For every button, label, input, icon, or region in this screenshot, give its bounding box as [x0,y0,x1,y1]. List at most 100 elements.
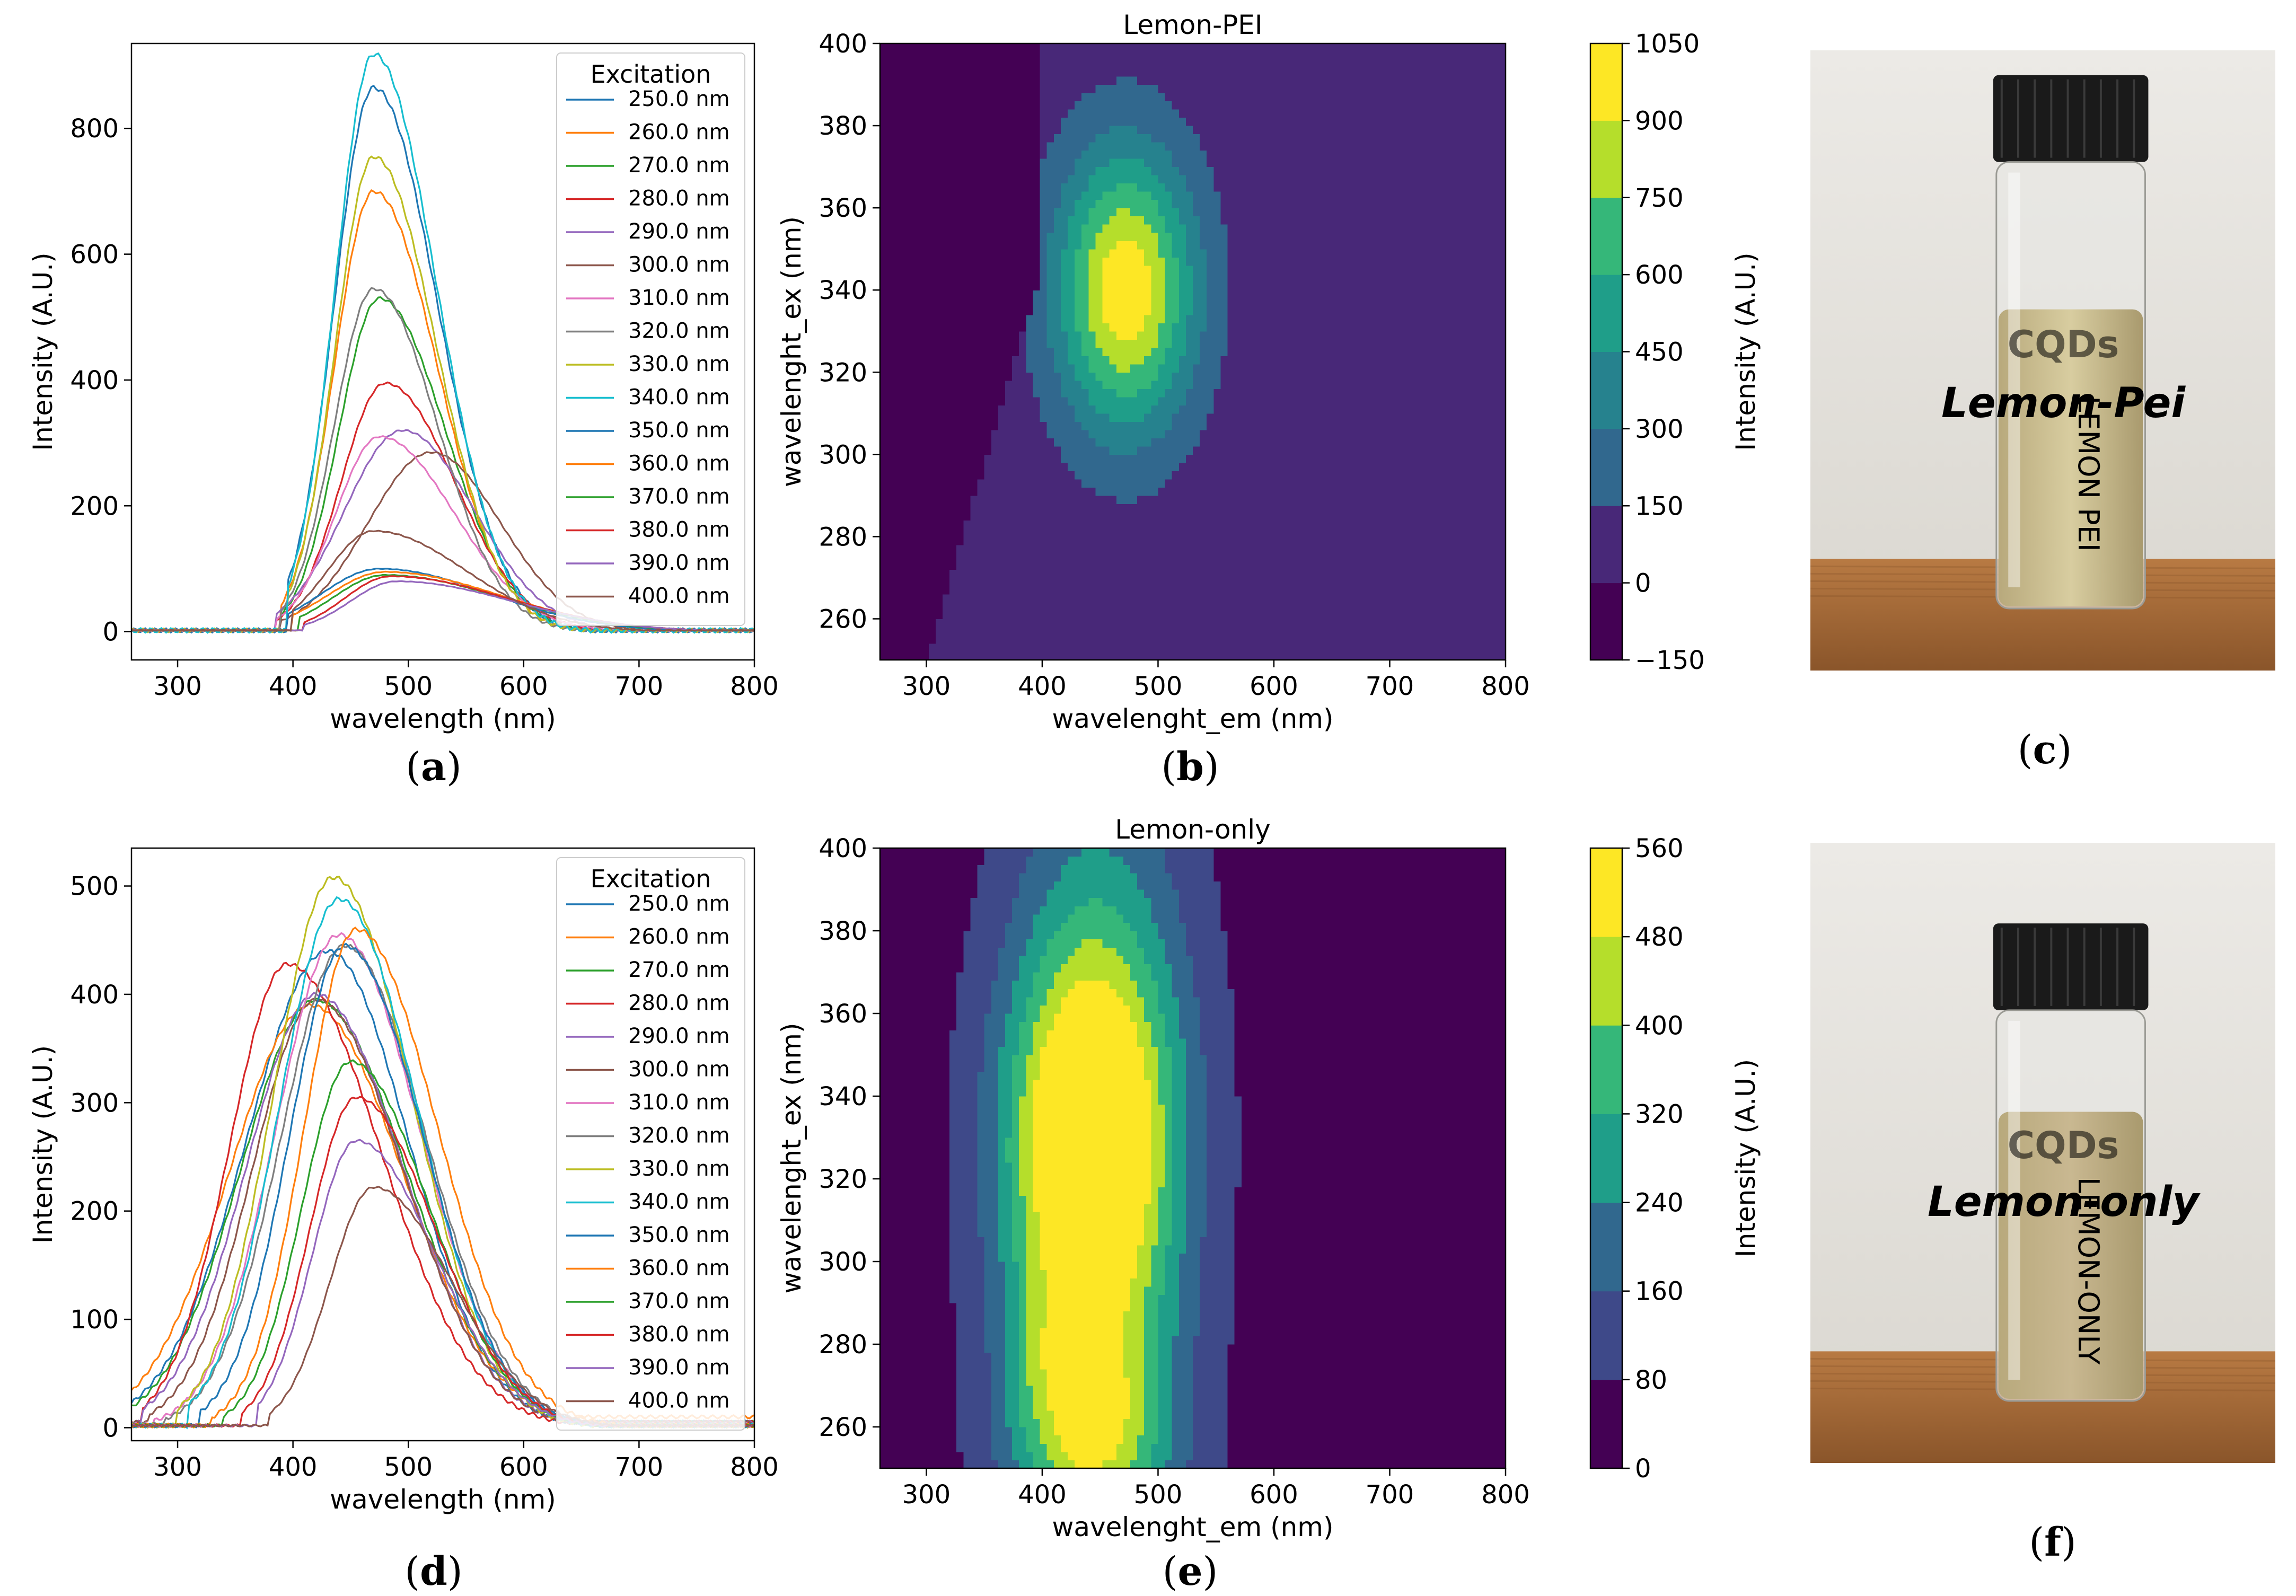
heatmap-cell [977,380,985,389]
heatmap-cell [1401,224,1409,233]
heatmap-cell [880,446,887,455]
heatmap-cell [1005,298,1013,307]
heatmap-cell [1213,306,1221,315]
heatmap-cell [1255,651,1263,660]
heatmap-cell [1401,216,1409,225]
heatmap-cell [1283,504,1291,513]
heatmap-cell [928,495,936,504]
heatmap-cell [1123,396,1131,405]
heatmap-cell [943,454,950,463]
heatmap-cell [1151,257,1158,266]
heatmap-cell [1123,651,1131,660]
heatmap-cell [998,257,1006,266]
heatmap-cell [1477,290,1485,299]
heatmap-cell [1387,504,1395,513]
heatmap-cell [1068,602,1075,611]
heatmap-cell [887,569,894,578]
heatmap-cell [1172,635,1180,644]
heatmap-cell [970,528,978,537]
heatmap-cell [1325,405,1332,414]
heatmap-cell [1429,528,1437,537]
heatmap-cell [1137,586,1145,595]
heatmap-cell [1213,504,1221,513]
heatmap-cell [1040,331,1048,340]
heatmap-cell [1373,413,1381,422]
heatmap-cell [935,561,943,570]
heatmap-cell [1095,323,1103,332]
heatmap-cell [1019,586,1026,595]
heatmap-cell [1276,619,1283,628]
heatmap-cell [1283,265,1291,274]
heatmap-cell [1436,643,1444,652]
heatmap-cell [984,544,992,553]
heatmap-cell [921,405,929,414]
heatmap-cell [928,462,936,471]
heatmap-cell [1345,356,1353,365]
heatmap-cell [1151,281,1158,290]
heatmap-cell [1484,504,1492,513]
heatmap-cell [1464,462,1471,471]
heatmap-cell [1144,602,1151,611]
heatmap-cell [1178,544,1186,553]
heatmap-cell [1227,495,1235,504]
heatmap-cell [1123,298,1131,307]
heatmap-cell [1075,364,1082,373]
heatmap-cell [908,611,916,620]
heatmap-cell [1241,380,1249,389]
heatmap-cell [1415,331,1423,340]
heatmap-cell [1304,536,1312,545]
heatmap-cell [1095,364,1103,373]
heatmap-cell [1332,438,1339,447]
heatmap-cell [1102,265,1110,274]
heatmap-cell [894,602,901,611]
heatmap-cell [1033,339,1041,348]
heatmap-cell [1248,356,1256,365]
heatmap-cell [1283,306,1291,315]
heatmap-cell [1491,561,1499,570]
heatmap-cell [1130,429,1138,438]
heatmap-cell [901,495,908,504]
heatmap-cell [880,487,887,496]
heatmap-cell [921,249,929,258]
heatmap-cell [1081,356,1089,365]
heatmap-cell [1262,512,1270,521]
heatmap-cell [1012,339,1019,348]
heatmap-cell [1373,396,1381,405]
heatmap-cell [970,257,978,266]
heatmap-cell [1213,281,1221,290]
heatmap-cell [1116,479,1124,488]
heatmap-cell [935,306,943,315]
legend-entry: 290.0 nm [628,219,730,244]
heatmap-cell [1304,651,1312,660]
heatmap-cell [977,364,985,373]
heatmap-cell [1081,396,1089,405]
heatmap-cell [1040,429,1048,438]
heatmap-cell [1422,544,1430,553]
heatmap-cell [1373,364,1381,373]
heatmap-cell [1471,274,1479,283]
heatmap-cell [1227,413,1235,422]
heatmap-cell [1304,561,1312,570]
heatmap-cell [1325,216,1332,225]
heatmap-cell [1053,413,1061,422]
heatmap-cell [1394,331,1402,340]
heatmap-cell [921,314,929,323]
heatmap-cell [1185,274,1193,283]
heatmap-cell [1276,594,1283,603]
heatmap-cell [1415,454,1423,463]
heatmap-cell [1151,635,1158,644]
heatmap-cell [1373,553,1381,562]
heatmap-cell [1491,265,1499,274]
heatmap-cell [1457,544,1464,553]
heatmap-cell [894,619,901,628]
heatmap-cell [1325,602,1332,611]
heatmap-cell [880,561,887,570]
heatmap-cell [1380,577,1388,586]
heatmap-cell [1005,323,1013,332]
heatmap-cell [1491,586,1499,595]
heatmap-cell [1297,314,1305,323]
heatmap-cell [1339,577,1346,586]
heatmap-cell [1325,544,1332,553]
heatmap-cell [1178,380,1186,389]
heatmap-cell [1297,396,1305,405]
